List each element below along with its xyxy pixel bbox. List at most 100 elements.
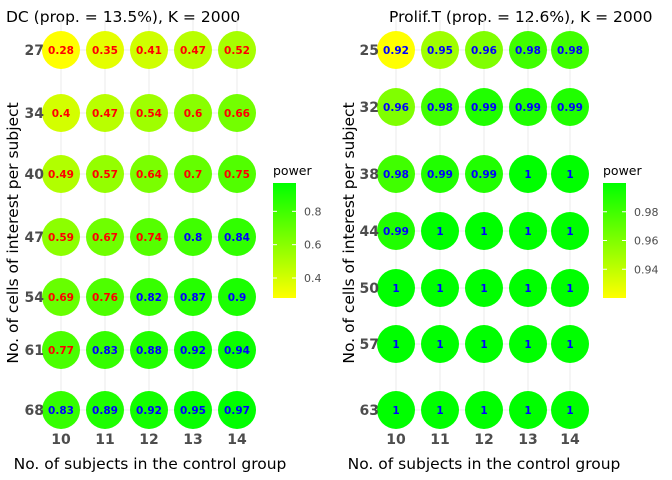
data-point (377, 391, 415, 429)
chart-title: Prolif.T (prop. = 12.6%), K = 2000 (389, 8, 652, 26)
data-point (218, 331, 256, 369)
data-label: 0.77 (48, 345, 74, 357)
data-label: 1 (524, 226, 531, 238)
legend: power 0.4 0.6 0.8 (273, 163, 322, 298)
data-point (551, 88, 589, 126)
data-label: 0.88 (136, 345, 162, 357)
data-label: 0.99 (383, 226, 409, 238)
data-label: 1 (566, 169, 573, 181)
y-tick-label: 54 (25, 290, 45, 306)
data-point (509, 155, 547, 193)
data-label: 0.98 (557, 45, 583, 57)
data-label: 0.84 (224, 232, 250, 244)
legend-tick-label: 0.96 (634, 235, 659, 248)
data-label: 0.99 (557, 102, 583, 114)
data-label: 0.8 (184, 232, 203, 244)
data-point (421, 269, 459, 307)
data-label: 0.75 (224, 169, 250, 181)
data-point (86, 218, 124, 256)
y-tick-label: 27 (25, 43, 44, 59)
data-point (421, 325, 459, 363)
x-tick-label: 11 (95, 432, 114, 448)
data-label: 1 (566, 283, 573, 295)
data-label: 0.41 (136, 45, 162, 57)
data-point (130, 31, 168, 69)
data-point (86, 31, 124, 69)
data-point (465, 155, 503, 193)
data-label: 0.28 (48, 45, 74, 57)
data-point (86, 155, 124, 193)
data-label: 0.96 (471, 45, 497, 57)
legend-colorbar (603, 183, 626, 298)
data-point (130, 391, 168, 429)
data-label: 1 (480, 405, 487, 417)
data-label: 0.95 (180, 405, 206, 417)
data-point (86, 391, 124, 429)
chart-title: DC (prop. = 13.5%), K = 2000 (6, 8, 240, 26)
data-label: 0.59 (48, 232, 74, 244)
data-point (465, 391, 503, 429)
data-label: 0.97 (224, 405, 250, 417)
y-tick-label: 34 (25, 106, 45, 122)
data-point (465, 31, 503, 69)
data-label: 0.76 (92, 292, 118, 304)
y-tick-label: 57 (360, 337, 379, 353)
data-label: 0.69 (48, 292, 74, 304)
y-tick-label: 32 (360, 100, 379, 116)
data-label: 0.54 (136, 108, 162, 120)
data-point (551, 391, 589, 429)
data-point (174, 278, 212, 316)
data-label: 1 (524, 339, 531, 351)
y-tick-label: 68 (25, 403, 44, 419)
data-label: 0.98 (427, 102, 453, 114)
data-label: 1 (392, 405, 399, 417)
chart-panel-prolif-t: Prolif.T (prop. = 12.6%), K = 2000 No. o… (340, 8, 659, 473)
data-point (551, 269, 589, 307)
data-point (421, 155, 459, 193)
data-label: 0.52 (224, 45, 250, 57)
data-point (551, 31, 589, 69)
data-label: 0.6 (184, 108, 203, 120)
data-point (42, 31, 80, 69)
data-label: 1 (480, 339, 487, 351)
legend-title: power (603, 163, 642, 178)
data-point (421, 31, 459, 69)
data-point (421, 88, 459, 126)
data-point (42, 331, 80, 369)
legend-tick-label: 0.6 (304, 239, 322, 252)
y-tick-label: 25 (360, 43, 379, 59)
data-point (42, 155, 80, 193)
data-label: 0.96 (383, 102, 409, 114)
data-label: 1 (392, 283, 399, 295)
data-point (551, 212, 589, 250)
data-label: 0.98 (515, 45, 541, 57)
data-label: 1 (436, 405, 443, 417)
data-label: 0.82 (136, 292, 162, 304)
chart-panel-dc: DC (prop. = 13.5%), K = 2000 No. of subj… (4, 8, 322, 473)
data-point (130, 155, 168, 193)
data-point (377, 325, 415, 363)
data-label: 1 (524, 405, 531, 417)
legend: power 0.94 0.96 0.98 (603, 163, 659, 298)
data-label: 1 (392, 339, 399, 351)
data-label: 1 (480, 226, 487, 238)
data-point (218, 218, 256, 256)
data-point (86, 278, 124, 316)
data-point (218, 391, 256, 429)
data-point (42, 218, 80, 256)
x-tick-label: 14 (227, 432, 247, 448)
x-tick-label: 12 (139, 432, 158, 448)
x-tick-label: 10 (51, 432, 71, 448)
legend-tick-label: 0.98 (634, 206, 659, 219)
data-point (42, 94, 80, 132)
data-label: 0.47 (180, 45, 206, 57)
y-tick-label: 38 (360, 167, 379, 183)
data-point (218, 278, 256, 316)
y-tick-label: 63 (360, 403, 379, 419)
data-label: 0.83 (48, 405, 74, 417)
data-point (377, 212, 415, 250)
data-point (174, 31, 212, 69)
data-label: 0.89 (92, 405, 118, 417)
data-point (174, 391, 212, 429)
y-tick-label: 40 (25, 167, 45, 183)
